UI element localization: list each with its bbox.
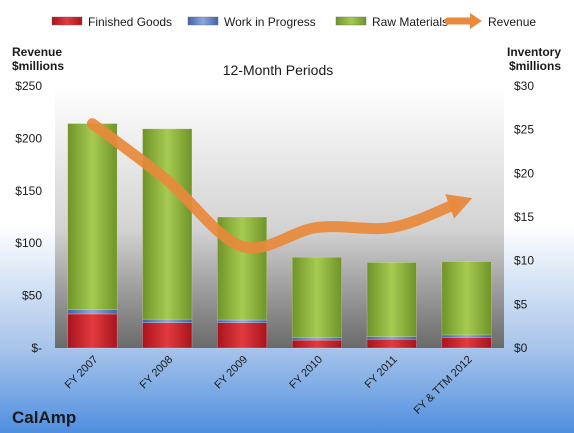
bar-finished-goods	[366, 338, 417, 349]
bar-finished-goods	[441, 337, 492, 349]
legend-label: Raw Materials	[372, 15, 448, 29]
bar-raw-materials	[441, 261, 492, 336]
right-tick-label: $5	[514, 297, 528, 311]
right-tick-label: $0	[514, 341, 528, 355]
bar-work-in-progress	[67, 309, 118, 315]
right-tick-label: $25	[514, 123, 534, 137]
right-tick-label: $30	[514, 79, 534, 93]
bar-work-in-progress	[366, 336, 417, 340]
left-axis-title-line2: $millions	[12, 59, 64, 73]
bar-raw-materials	[67, 123, 118, 310]
right-axis-title-line2: $millions	[509, 59, 561, 73]
chart-title: 12-Month Periods	[223, 62, 334, 78]
bar-work-in-progress	[142, 318, 193, 323]
revenue-line-path	[86, 118, 459, 254]
left-tick-label: $100	[15, 236, 42, 250]
legend-swatch	[51, 16, 83, 26]
left-tick-label: $250	[15, 79, 42, 93]
bar-work-in-progress	[291, 337, 342, 341]
bar-work-in-progress	[217, 319, 268, 323]
revenue-arrowhead	[445, 194, 473, 219]
bar-work-in-progress	[441, 334, 492, 338]
legend: Finished Goods Work in Progress Raw Materi…	[51, 13, 536, 29]
left-tick-label: $50	[22, 289, 42, 303]
left-axis-ticks: $- $50 $100 $150 $200 $250	[15, 79, 42, 355]
revenue-line	[86, 118, 473, 254]
legend-arrowhead	[470, 13, 482, 29]
legend-swatch	[187, 16, 219, 26]
bar-raw-materials	[366, 262, 417, 337]
right-axis-title-line1: Inventory	[507, 45, 561, 59]
bar-finished-goods	[142, 322, 193, 349]
bar-finished-goods	[67, 313, 118, 349]
right-tick-label: $20	[514, 166, 534, 180]
bar-raw-materials	[142, 128, 193, 320]
right-tick-label: $10	[514, 254, 534, 268]
legend-label: Finished Goods	[88, 15, 172, 29]
company-name: CalAmp	[12, 408, 76, 427]
left-axis-title-line1: Revenue	[12, 45, 62, 59]
bars	[67, 123, 492, 349]
left-tick-label: $-	[31, 341, 42, 355]
left-tick-label: $200	[15, 131, 42, 145]
bar-finished-goods	[217, 322, 268, 349]
right-axis-ticks: $0 $5 $10 $15 $20 $25 $30	[514, 79, 534, 355]
left-tick-label: $150	[15, 184, 42, 198]
legend-label: Revenue	[488, 15, 536, 29]
bar-raw-materials	[291, 256, 342, 338]
legend-swatch	[335, 16, 367, 26]
bar-finished-goods	[291, 339, 342, 349]
right-tick-label: $15	[514, 210, 534, 224]
legend-label: Work in Progress	[224, 15, 316, 29]
